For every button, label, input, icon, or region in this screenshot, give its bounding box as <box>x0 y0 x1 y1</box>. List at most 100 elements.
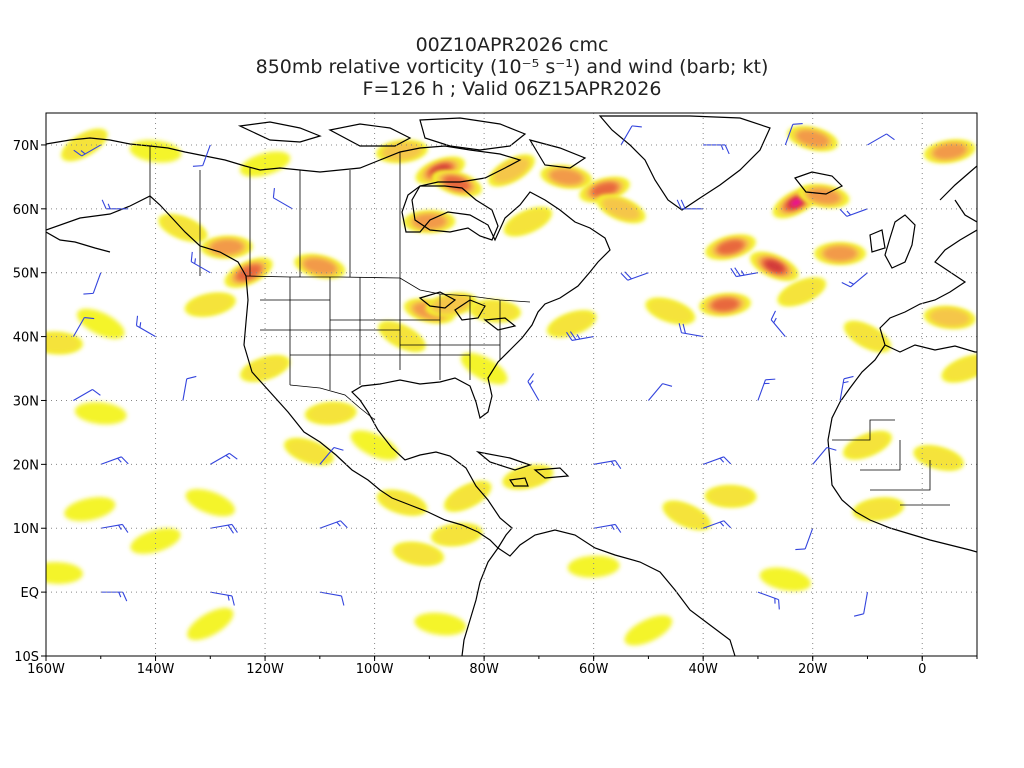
wind-barb <box>101 199 129 210</box>
lat-tick-label: 10S <box>14 650 39 665</box>
lat-tick-label: 60N <box>13 203 39 218</box>
vorticity-blob <box>64 497 116 522</box>
wind-barb <box>100 456 129 465</box>
wind-barb <box>73 144 102 157</box>
lon-tick-label: 20W <box>798 662 828 677</box>
map-title-line2: 850mb relative vorticity (10⁻⁵ s⁻¹) and … <box>255 56 769 78</box>
lat-tick-label: EQ <box>21 586 39 601</box>
vorticity-blob <box>665 502 708 529</box>
vorticity-blob <box>855 498 901 520</box>
wind-barb <box>210 591 235 606</box>
wind-barb <box>527 373 540 401</box>
wind-barb <box>566 331 594 341</box>
lat-tick-label: 70N <box>13 139 39 154</box>
hudson-bay-coast <box>411 185 499 241</box>
vorticity-blob <box>846 322 889 351</box>
map-axes: 160W 140W 120W 100W 80W 60W 40W 20W 0 10S EQ 10N 20N… <box>13 139 978 677</box>
map-title-line1: 00Z10APR2026 cmc <box>415 34 609 56</box>
alaska-peninsula-coast <box>46 231 111 253</box>
lon-tick-label: 0 <box>918 662 926 677</box>
vorticity-blob <box>185 489 236 517</box>
vorticity-blob <box>434 524 480 545</box>
vorticity-blob <box>550 169 583 185</box>
wind-barb <box>784 123 803 146</box>
wind-barb <box>703 144 730 155</box>
wind-barb <box>100 523 129 533</box>
vorticity-blob <box>494 158 529 183</box>
us-state-lines <box>260 277 501 390</box>
wind-barb <box>730 267 759 278</box>
lat-lon-grid <box>46 113 977 656</box>
vorticity-blob <box>765 260 784 272</box>
vorticity-blob <box>933 143 966 159</box>
lat-tick-label: 40N <box>13 331 39 346</box>
vorticity-blob <box>846 432 889 458</box>
wind-barb <box>272 187 293 210</box>
wind-barb <box>853 592 869 617</box>
wind-barb <box>83 272 102 295</box>
greenland-coast <box>598 115 771 211</box>
wind-barb <box>867 133 895 146</box>
caribbean-islands <box>475 450 570 487</box>
vorticity-blob <box>187 607 234 641</box>
vorticity-blob <box>236 265 261 281</box>
wind-barb <box>182 375 197 401</box>
vorticity-shading <box>46 126 977 646</box>
vorticity-blob <box>239 151 291 177</box>
vorticity-blob <box>550 312 594 336</box>
scandinavia-coast <box>939 165 977 223</box>
lat-tick-label: 50N <box>13 267 39 282</box>
wind-barbs <box>72 123 895 656</box>
wind-barb <box>135 315 156 338</box>
lon-tick-label: 40W <box>688 662 718 677</box>
iceland-coast <box>794 171 844 195</box>
vorticity-blob <box>76 308 125 339</box>
british-isles-coast <box>869 214 916 269</box>
wind-barb <box>702 456 732 465</box>
vorticity-blob <box>807 188 840 204</box>
vorticity-blob <box>304 258 336 275</box>
wind-barb <box>593 523 622 533</box>
wind-barb <box>100 655 123 656</box>
wind-barb <box>190 251 211 274</box>
lon-tick-label: 60W <box>579 662 609 677</box>
wind-barb <box>593 459 622 470</box>
wind-barb <box>319 446 344 465</box>
vorticity-blob <box>823 246 857 261</box>
wind-barb <box>210 452 238 465</box>
north-america-coast <box>46 137 611 549</box>
wind-barb <box>676 199 704 210</box>
wind-barb <box>757 378 776 401</box>
vorticity-blob <box>567 555 620 578</box>
vorticity-blob <box>210 240 243 255</box>
lat-tick-label: 30N <box>13 394 39 409</box>
arctic-islands-coast <box>237 117 587 169</box>
lon-tick-label: 160W <box>27 662 65 677</box>
vorticity-blob <box>414 612 467 636</box>
us-canada-border <box>149 146 531 303</box>
plot-frame <box>45 112 978 657</box>
vorticity-blob <box>287 439 331 464</box>
wind-barb <box>620 271 649 281</box>
wind-barb <box>795 528 814 551</box>
wind-barb <box>678 323 704 338</box>
wind-barb <box>319 520 348 529</box>
vorticity-blob <box>446 482 489 510</box>
vorticity-blob <box>707 486 754 507</box>
wind-barb <box>210 523 238 534</box>
vorticity-blob <box>592 183 618 197</box>
vorticity-blob <box>46 333 80 353</box>
wind-barb <box>192 144 211 167</box>
lat-tick-label: 10N <box>13 522 39 537</box>
vorticity-blob <box>350 430 399 461</box>
vorticity-blob <box>718 240 744 254</box>
vorticity-blob <box>129 139 182 163</box>
wind-barb <box>100 591 128 602</box>
vorticity-blob <box>506 208 550 235</box>
vorticity-blob <box>916 446 961 470</box>
coastlines <box>46 115 977 656</box>
wind-barb <box>73 388 101 401</box>
vorticity-blob <box>712 298 738 311</box>
lon-tick-label: 100W <box>356 662 394 677</box>
vorticity-blob <box>130 528 181 554</box>
